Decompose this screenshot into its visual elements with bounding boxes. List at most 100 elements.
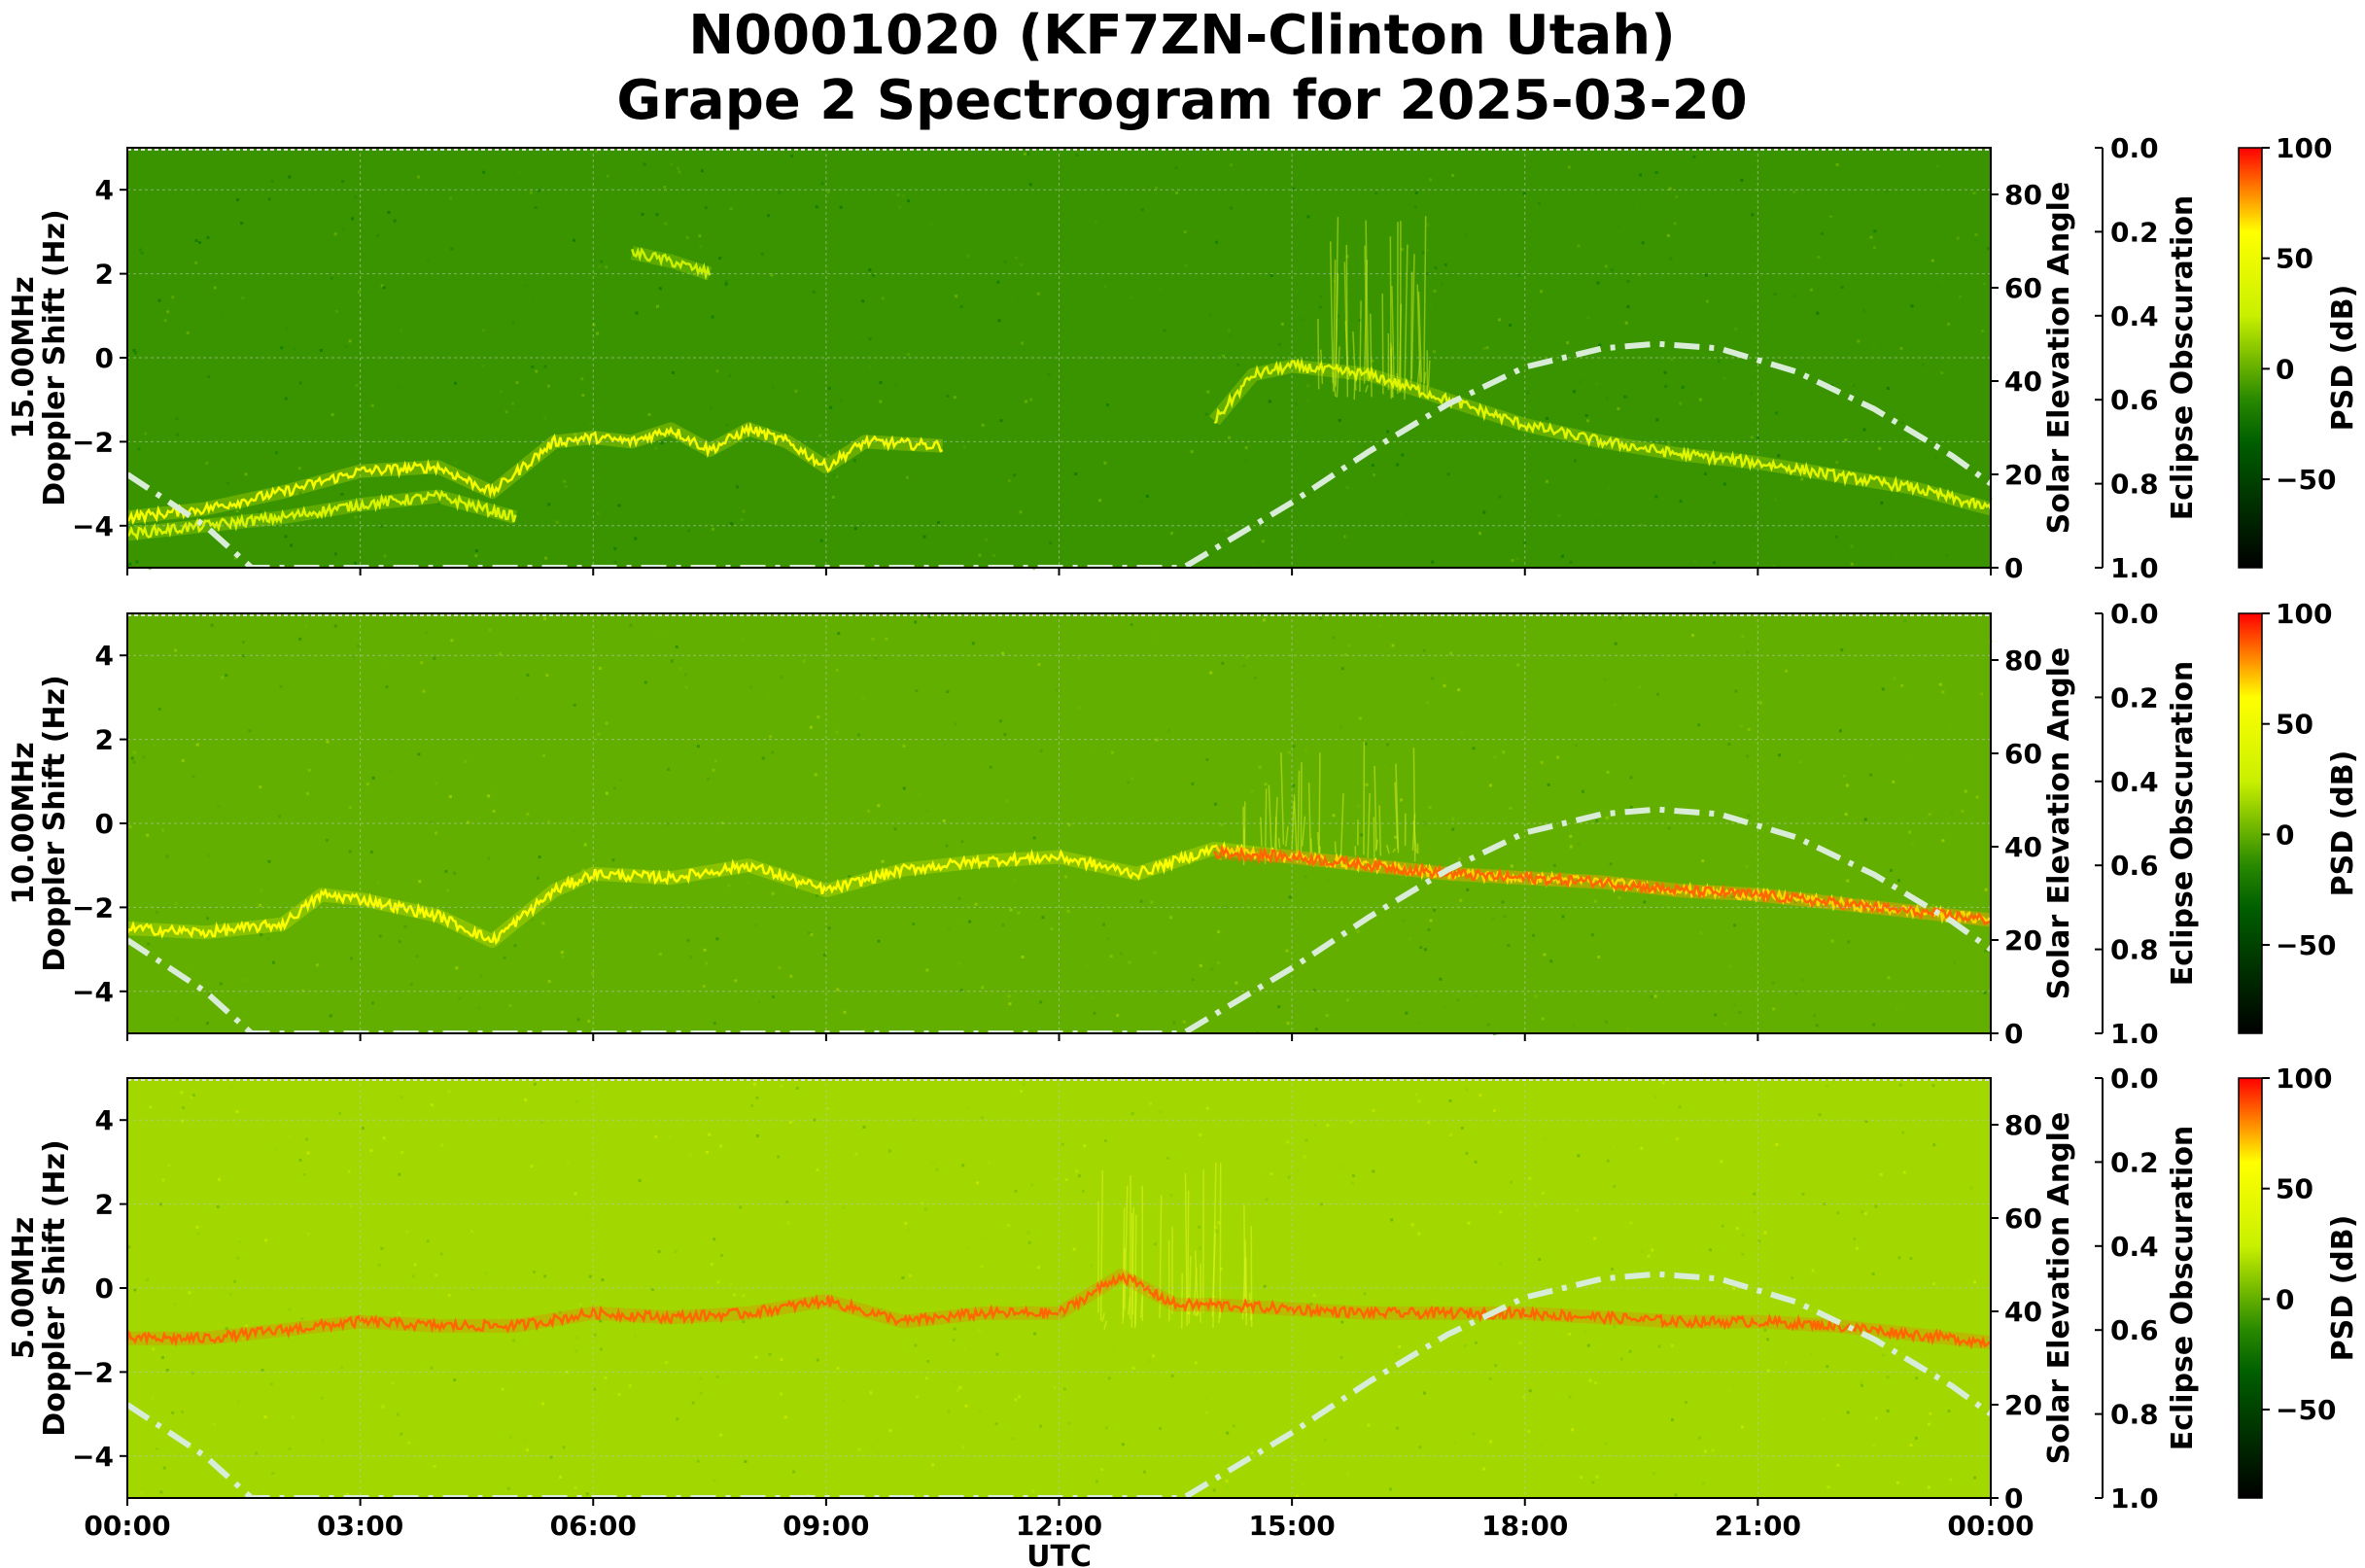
heatmap-cell — [1318, 305, 1322, 309]
heatmap-cell — [1763, 1231, 1767, 1235]
heatmap-cell — [710, 406, 713, 410]
heatmap-spike — [1409, 271, 1413, 387]
heatmap-cell — [506, 1486, 510, 1490]
heatmap-cell — [597, 732, 601, 736]
heatmap-cell — [287, 1135, 291, 1139]
heatmap-cell — [320, 1396, 324, 1400]
heatmap-cell — [1121, 1443, 1125, 1446]
heatmap-cell — [1292, 187, 1296, 191]
heatmap-cell — [386, 1422, 390, 1425]
heatmap-cell — [329, 1014, 332, 1018]
heatmap-cell — [1036, 1266, 1040, 1270]
solar-elevation-label: Solar Elevation Angle — [2042, 647, 2076, 1000]
heatmap-cell — [955, 295, 958, 298]
heatmap-cell — [1008, 1002, 1012, 1006]
heatmap-cell — [1821, 1417, 1825, 1421]
heatmap-cell — [1611, 1144, 1615, 1148]
heatmap-cell — [658, 952, 662, 956]
heatmap-cell — [1561, 554, 1564, 558]
heatmap-cell — [235, 666, 239, 670]
heatmap-cell — [1640, 1250, 1644, 1253]
heatmap-cell — [128, 825, 132, 829]
colorbar-tick-label: 100 — [2276, 598, 2332, 630]
heatmap-cell — [599, 1347, 603, 1351]
heatmap-cell — [173, 1303, 177, 1307]
heatmap-cell — [1745, 864, 1749, 868]
heatmap-cell — [1218, 857, 1222, 860]
heatmap-cell — [1153, 951, 1157, 955]
right-tick-label: 80 — [2004, 645, 2042, 677]
heatmap-cell — [1973, 1476, 1977, 1480]
heatmap-cell — [400, 1150, 404, 1154]
heatmap-spike — [1316, 832, 1320, 853]
y-tick-label: −4 — [72, 1441, 114, 1473]
eclipse-tick-label: 0.4 — [2110, 766, 2159, 798]
heatmap-cell — [1540, 637, 1544, 640]
heatmap-cell — [1332, 814, 1336, 818]
heatmap-cell — [1791, 1276, 1794, 1280]
heatmap-cell — [728, 548, 732, 552]
heatmap-cell — [1897, 879, 1900, 883]
heatmap-cell — [1896, 254, 1900, 258]
heatmap-cell — [1244, 446, 1248, 450]
heatmap-cell — [1139, 500, 1143, 504]
heatmap-cell — [371, 776, 375, 780]
heatmap-cell — [1304, 360, 1307, 364]
heatmap-cell — [191, 775, 195, 779]
heatmap-cell — [1221, 661, 1225, 665]
heatmap-cell — [1804, 533, 1807, 537]
heatmap-cell — [1871, 1272, 1875, 1275]
heatmap-cell — [191, 963, 195, 967]
heatmap-cell — [1881, 687, 1885, 691]
heatmap-cell — [818, 374, 822, 378]
heatmap-cell — [1650, 995, 1653, 999]
heatmap-cell — [1640, 523, 1644, 527]
heatmap-cell — [1418, 1022, 1422, 1026]
heatmap-cell — [968, 920, 972, 923]
heatmap-cell — [1873, 246, 1876, 250]
heatmap-cell — [713, 1022, 716, 1026]
heatmap-cell — [531, 366, 535, 368]
heatmap-cell — [535, 369, 539, 373]
heatmap-cell — [1829, 214, 1833, 218]
heatmap-cell — [1130, 869, 1132, 872]
heatmap-cell — [541, 922, 545, 925]
heatmap-cell — [1214, 1226, 1218, 1230]
heatmap-cell — [1887, 976, 1891, 980]
heatmap-cell — [1039, 1000, 1043, 1004]
heatmap-cell — [134, 351, 137, 355]
heatmap-cell — [1313, 373, 1317, 376]
heatmap-cell — [146, 1278, 150, 1281]
right-tick-label: 60 — [2004, 1202, 2042, 1235]
heatmap-cell — [504, 410, 508, 414]
right-tick-label: 80 — [2004, 1109, 2042, 1141]
heatmap-cell — [1011, 1437, 1015, 1441]
heatmap-cell — [1722, 376, 1726, 380]
heatmap-cell — [1086, 964, 1090, 968]
heatmap-cell — [1617, 827, 1620, 831]
heatmap-cell — [433, 656, 436, 660]
heatmap-cell — [767, 693, 771, 697]
heatmap-cell — [175, 433, 179, 436]
heatmap-cell — [896, 193, 900, 197]
heatmap-cell — [574, 1336, 578, 1340]
heatmap-cell — [376, 881, 380, 885]
heatmap-cell — [1329, 471, 1332, 475]
heatmap-cell — [831, 495, 835, 499]
heatmap-cell — [305, 791, 309, 795]
heatmap-spike — [1133, 1214, 1137, 1329]
heatmap-cell — [266, 937, 270, 941]
heatmap-cell — [868, 365, 872, 368]
heatmap-cell — [1684, 1350, 1687, 1354]
x-tick-label: 00:00 — [1947, 1510, 2034, 1542]
heatmap-cell — [574, 433, 577, 436]
heatmap-cell — [924, 1376, 928, 1380]
right-tick-label: 20 — [2004, 459, 2042, 491]
colorbar — [2238, 147, 2263, 569]
heatmap-cell — [1499, 1210, 1503, 1214]
heatmap-cell — [333, 624, 337, 628]
heatmap-cell — [241, 1337, 245, 1341]
heatmap-cell — [1862, 428, 1866, 432]
heatmap-cell — [994, 1422, 998, 1426]
